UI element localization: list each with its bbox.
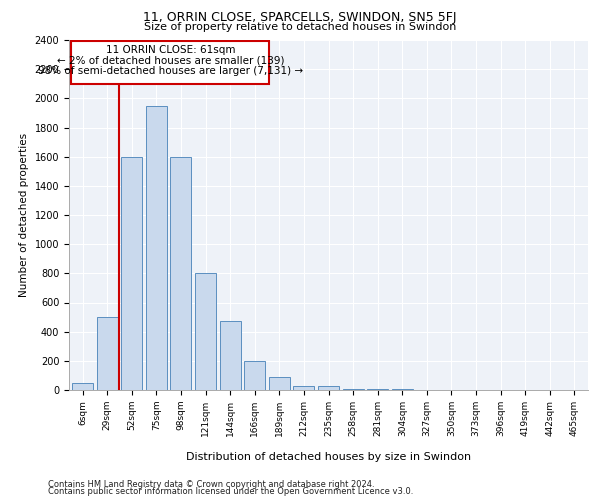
FancyBboxPatch shape [71,40,269,84]
Bar [195,274,216,390]
Bar [343,388,364,390]
Bar [72,382,93,390]
Bar [97,317,118,390]
Bar [244,361,265,390]
Bar [293,386,314,390]
Text: 11 ORRIN CLOSE: 61sqm: 11 ORRIN CLOSE: 61sqm [106,45,235,55]
Bar [170,156,191,390]
Text: ← 2% of detached houses are smaller (139): ← 2% of detached houses are smaller (139… [57,56,284,66]
Text: 11, ORRIN CLOSE, SPARCELLS, SWINDON, SN5 5FJ: 11, ORRIN CLOSE, SPARCELLS, SWINDON, SN5… [143,11,457,24]
Bar [367,389,388,390]
Text: Distribution of detached houses by size in Swindon: Distribution of detached houses by size … [186,452,472,462]
Text: Contains public sector information licensed under the Open Government Licence v3: Contains public sector information licen… [48,488,413,496]
Bar [220,322,241,390]
Bar [146,106,167,390]
Text: 98% of semi-detached houses are larger (7,131) →: 98% of semi-detached houses are larger (… [38,66,303,76]
Bar [269,377,290,390]
Text: Size of property relative to detached houses in Swindon: Size of property relative to detached ho… [144,22,456,32]
Bar [121,156,142,390]
Bar [318,386,339,390]
Text: Contains HM Land Registry data © Crown copyright and database right 2024.: Contains HM Land Registry data © Crown c… [48,480,374,489]
Y-axis label: Number of detached properties: Number of detached properties [19,133,29,297]
